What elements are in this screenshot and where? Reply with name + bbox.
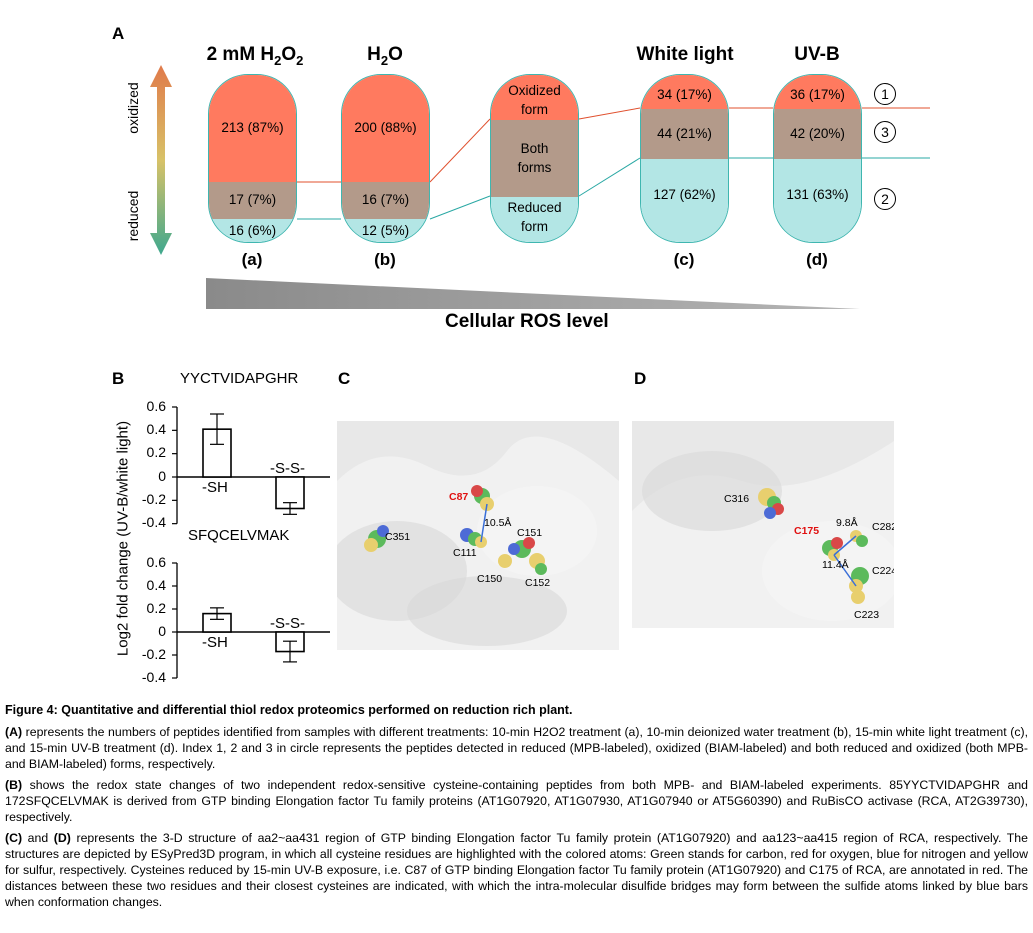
sub-label-d: (d)	[806, 250, 828, 269]
pill-legend: Oxidized form Both forms Reduced form	[490, 74, 579, 243]
tick-label: 0.6	[146, 554, 166, 570]
panel-d-letter: D	[634, 369, 647, 388]
label-distance-d2: 11.4Å	[822, 559, 849, 571]
seg-oxidized: 36 (17%)	[774, 75, 861, 109]
sub-label-b: (b)	[374, 250, 396, 269]
caption-paragraph-a: (A) represents the numbers of peptides i…	[5, 725, 1028, 771]
label-c224: C224	[872, 565, 894, 577]
caption-paragraph-b: (B) shows the redox state changes of two…	[5, 778, 1028, 824]
tick-label: -0.4	[141, 514, 166, 530]
label-distance-c: 10.5Å	[484, 517, 512, 529]
label-c150: C150	[477, 573, 503, 585]
tick-label: 0	[158, 468, 166, 484]
seg-oxidized: 200 (88%)	[342, 75, 429, 182]
tick-label: 0	[158, 623, 166, 639]
figure-caption-title: Figure 4: Quantitative and differential …	[5, 703, 573, 717]
seg-oxidized: 34 (17%)	[641, 75, 728, 109]
label-c175: C175	[794, 525, 820, 537]
bar-label-ss-1: -S-S-	[270, 460, 305, 477]
connector-lines	[297, 107, 930, 220]
seg-both-forms: Both forms	[491, 120, 578, 197]
label-c223: C223	[854, 609, 880, 621]
seg-both: 42 (20%)	[774, 109, 861, 159]
seg-oxidized: 213 (87%)	[209, 75, 296, 182]
ros-wedge	[206, 278, 860, 309]
tick-label: -0.4	[141, 669, 166, 685]
peptide-title-2: SFQCELVMAK	[188, 527, 290, 544]
header-h2o: H2O	[367, 44, 403, 68]
label-c282: C282	[872, 521, 894, 533]
label-c151: C151	[517, 527, 543, 539]
label-c87: C87	[449, 491, 469, 503]
tick-label: 0.2	[146, 600, 166, 616]
pill-h2o: 200 (88%) 16 (7%) 12 (5%)	[341, 74, 430, 243]
tick-label: -0.2	[141, 646, 166, 662]
index-circle-1: 1	[874, 83, 896, 105]
seg-both: 16 (7%)	[342, 182, 429, 219]
seg-reduced-form: Reduced form	[491, 197, 578, 242]
tick-label: 0.4	[146, 421, 166, 437]
seg-reduced: 12 (5%)	[342, 219, 429, 242]
sub-label-a: (a)	[241, 250, 263, 269]
sub-label-c: (c)	[673, 250, 695, 269]
redox-gradient-arrow	[150, 65, 172, 255]
pill-h2o2: 213 (87%) 17 (7%) 16 (6%)	[208, 74, 297, 243]
peptide-title-1: YYCTVIDAPGHR	[180, 370, 299, 387]
seg-reduced: 131 (63%)	[774, 159, 861, 242]
index-circle-2: 2	[874, 188, 896, 210]
header-uvb: UV-B	[794, 44, 840, 65]
ros-label: Cellular ROS level	[445, 311, 609, 332]
label-c316: C316	[724, 493, 750, 505]
seg-oxidized-form: Oxidized form	[491, 75, 578, 120]
panel-c-letter: C	[338, 369, 351, 388]
header-white-light: White light	[636, 44, 734, 65]
pill-white-light: 34 (17%) 44 (21%) 127 (62%)	[640, 74, 729, 243]
seg-both: 17 (7%)	[209, 182, 296, 219]
caption-paragraph-cd: (C) and (D) represents the 3-D structure…	[5, 831, 1028, 909]
protein-structure-c: C87 10.5Å C151 C351 C111 C150 C152	[337, 421, 619, 650]
bar-label-sh-1: -SH	[202, 479, 228, 496]
tick-label: 0.2	[146, 444, 166, 460]
tick-label: 0.4	[146, 577, 166, 593]
tick-label: 0.6	[146, 398, 166, 414]
seg-both: 44 (21%)	[641, 109, 728, 159]
label-c351: C351	[385, 531, 411, 543]
index-circle-3: 3	[874, 121, 896, 143]
label-c111: C111	[453, 547, 477, 559]
panel-b-charts	[172, 406, 330, 679]
label-distance-d1: 9.8Å	[836, 517, 858, 529]
panel-a-letter: A	[112, 24, 125, 43]
bar-label-sh-2: -SH	[202, 634, 228, 651]
pill-uvb: 36 (17%) 42 (20%) 131 (63%)	[773, 74, 862, 243]
bar-label-ss-2: -S-S-	[270, 615, 305, 632]
panel-b-letter: B	[112, 369, 125, 388]
header-h2o2: 2 mM H2O2	[206, 44, 304, 68]
label-c152: C152	[525, 577, 551, 589]
seg-reduced: 127 (62%)	[641, 159, 728, 242]
protein-structure-d: C316 C175 9.8Å C282 11.4Å C224 C223	[632, 421, 894, 628]
seg-reduced: 16 (6%)	[209, 219, 296, 242]
tick-label: -0.2	[141, 491, 166, 507]
